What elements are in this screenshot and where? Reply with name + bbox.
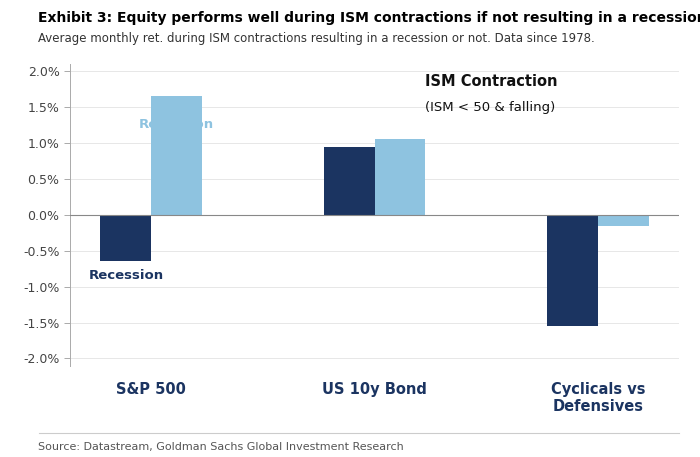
Bar (374, 139, 426, 215)
Text: (ISM < 50 & falling): (ISM < 50 & falling) (426, 101, 556, 114)
Text: Source: Datastream, Goldman Sachs Global Investment Research: Source: Datastream, Goldman Sachs Global… (38, 441, 405, 452)
Text: ISM Contraction: ISM Contraction (426, 74, 558, 90)
Bar (323, 147, 375, 215)
Text: Exhibit 3: Equity performs well during ISM contractions if not resulting in a re: Exhibit 3: Equity performs well during I… (38, 11, 700, 26)
Bar (547, 215, 598, 326)
Bar (101, 215, 151, 261)
Text: No
Recession: No Recession (139, 103, 214, 132)
Text: Average monthly ret. during ISM contractions resulting in a recession or not. Da: Average monthly ret. during ISM contract… (38, 32, 595, 45)
Bar (598, 215, 649, 226)
Bar (151, 96, 202, 215)
Text: Recession: Recession (88, 269, 163, 282)
